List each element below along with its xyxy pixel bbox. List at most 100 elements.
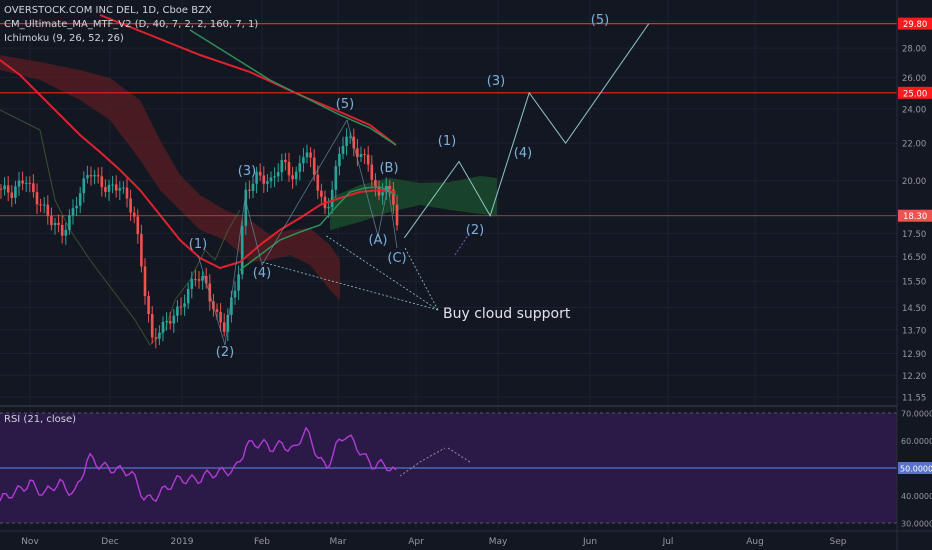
candle-body-107 [384, 186, 388, 193]
candle-body-55 [197, 279, 201, 281]
candle-body-86 [309, 152, 312, 158]
candle-body-98 [352, 136, 356, 149]
candle-body-17 [60, 224, 64, 236]
candle-body-76 [273, 176, 276, 178]
primary-wave-path [224, 119, 348, 346]
candle-body-43 [154, 337, 158, 339]
candle-body-106 [381, 192, 384, 196]
wave-count: (1) (2) (3) (4) (5) (A) (B) (C) (1) (2) (3) (4) (5) B… [189, 13, 650, 360]
rsi-legend: RSI (21, close) [4, 414, 77, 425]
candle-body-101 [363, 154, 366, 156]
price-tick-12: 12.90 [902, 350, 926, 360]
candle-body-69 [248, 189, 251, 191]
candle-body-37 [132, 212, 136, 217]
candle-body-45 [161, 321, 165, 333]
candle-body-105 [377, 186, 381, 196]
candle-body-0 [0, 188, 3, 190]
candle-body-89 [320, 190, 323, 197]
price-tick-10: 14.50 [902, 304, 926, 314]
candle-body-102 [366, 154, 370, 165]
candle-body-8 [28, 182, 32, 184]
candles [0, 128, 399, 349]
candle-body-73 [262, 175, 266, 184]
candle-body-31 [111, 184, 114, 186]
candle-body-54 [194, 278, 197, 280]
price-tick-14: 11.55 [902, 394, 926, 404]
rsi-tag: 50.0000 [900, 465, 932, 474]
candle-body-66 [237, 274, 240, 291]
primary-wave-label-2: (3) [238, 164, 256, 179]
candle-body-18 [64, 229, 68, 236]
candle-body-9 [32, 183, 35, 193]
candle-body-30 [107, 184, 111, 192]
price-tick-1: 28.00 [902, 45, 926, 55]
candle-body-72 [258, 171, 262, 176]
candle-body-67 [240, 225, 244, 275]
price-tag-0: 29.80 [903, 20, 927, 30]
horizontal-levels [0, 23, 897, 217]
candle-body-46 [165, 320, 168, 322]
candle-body-25 [89, 175, 93, 177]
candle-body-56 [201, 276, 204, 281]
candle-body-82 [294, 171, 298, 180]
candle-body-35 [125, 187, 129, 199]
ma-fast-green [239, 186, 397, 271]
ma-slow-red [99, 14, 397, 146]
candle-body-19 [68, 215, 71, 230]
candle-body-99 [356, 148, 359, 157]
time-tick-2: 2019 [171, 537, 194, 547]
time-tick-3: Feb [254, 537, 270, 547]
ma-slow-green [189, 29, 397, 146]
candle-body-52 [186, 288, 190, 304]
candle-body-15 [53, 222, 57, 226]
candle-body-4 [14, 186, 17, 198]
candle-body-57 [204, 276, 208, 284]
candle-body-92 [330, 189, 334, 208]
candle-body-75 [269, 177, 273, 182]
candle-body-77 [276, 172, 280, 177]
candle-body-51 [183, 303, 186, 307]
projection-wave-label-2: (3) [487, 74, 505, 89]
candle-body-22 [78, 193, 82, 206]
candle-body-68 [244, 189, 248, 226]
candle-body-79 [284, 159, 287, 163]
rsi-pane [0, 412, 897, 524]
candle-body-109 [392, 189, 395, 205]
candle-body-33 [118, 188, 122, 191]
time-tick-8: Jul [662, 537, 674, 547]
wave-projection-path [403, 23, 650, 239]
candle-body-21 [75, 205, 78, 209]
candle-body-23 [82, 178, 86, 194]
candle-body-108 [388, 186, 392, 190]
primary-wave-label-3: (4) [253, 266, 271, 281]
corrective-wave-path [346, 119, 398, 249]
corrective-wave-label-2: (C) [387, 251, 406, 266]
candle-body-38 [136, 216, 140, 235]
candle-body-29 [104, 187, 107, 192]
price-tag-2: 18.30 [903, 212, 927, 222]
time-tick-6: May [489, 537, 508, 547]
candle-body-47 [168, 320, 172, 324]
rsi-tick-1: 60.0000 [901, 437, 932, 446]
candle-body-70 [251, 183, 255, 191]
primary-wave-label-0: (1) [189, 237, 207, 252]
primary-wave-label-4: (5) [336, 97, 354, 112]
candle-body-50 [179, 306, 183, 308]
projection-wave-label-1: (2) [466, 223, 484, 238]
candle-body-6 [21, 180, 24, 184]
candle-body-44 [158, 332, 161, 339]
price-tick-5: 20.00 [902, 177, 926, 187]
candle-body-16 [57, 222, 60, 225]
candle-body-32 [114, 184, 118, 191]
candle-body-12 [42, 204, 46, 206]
corrective-wave-label-1: (B) [379, 161, 398, 176]
ichimoku-indicator-legend: Ichimoku (9, 26, 52, 26) [4, 33, 124, 44]
price-tag-bg-1 [898, 86, 932, 99]
candle-body-64 [230, 297, 233, 315]
candle-body-71 [255, 171, 258, 184]
candle-body-97 [348, 136, 352, 138]
candle-body-36 [129, 198, 132, 213]
projection-wave-label-4: (5) [591, 13, 609, 28]
